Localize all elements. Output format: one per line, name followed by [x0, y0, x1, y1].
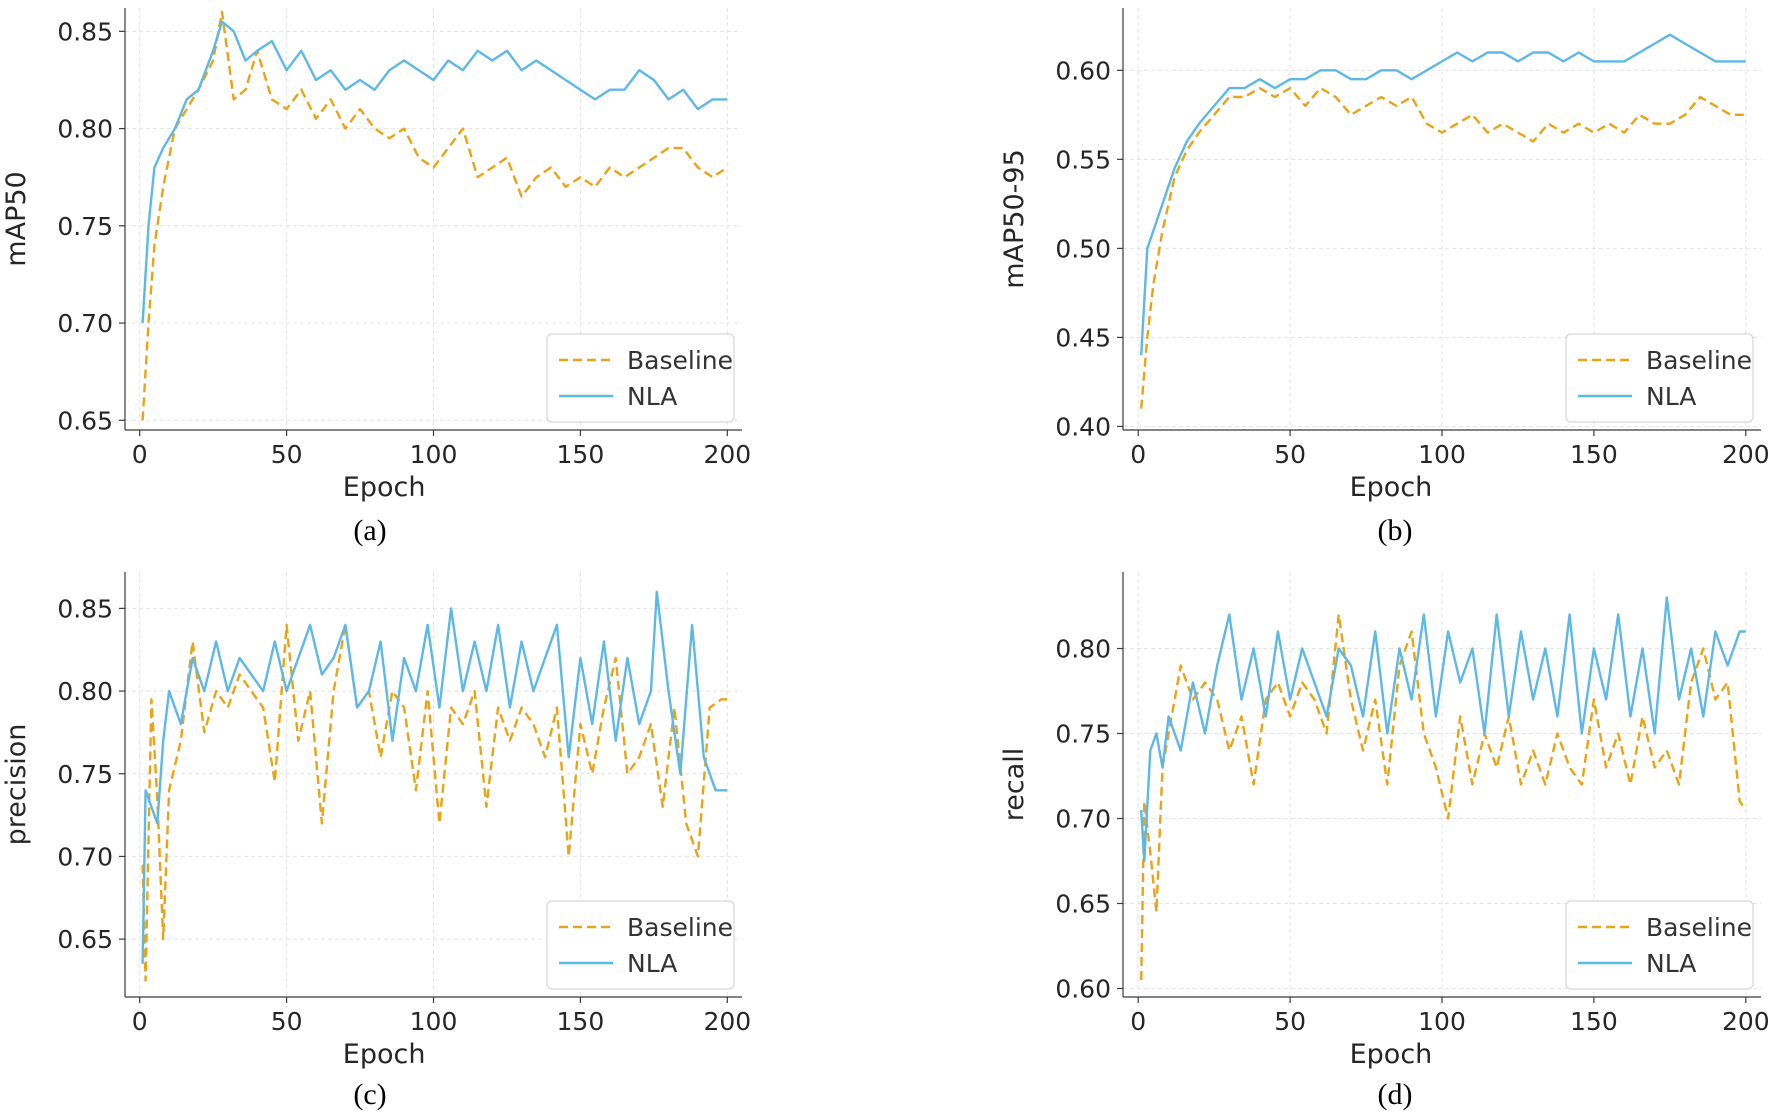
x-tick-label: 0 — [1130, 1007, 1146, 1036]
x-tick-label: 200 — [1722, 1007, 1770, 1036]
x-tick-label: 50 — [1274, 1007, 1306, 1036]
y-tick-label: 0.75 — [57, 760, 113, 789]
x-tick-label: 0 — [132, 440, 148, 469]
panel-a-mAP50: 0 50 100 150 200 0.65 0.70 0.75 0.80 0.85 Epoch mAP… — [1, 8, 751, 547]
x-tick-label: 200 — [703, 1007, 751, 1036]
panel-caption: (d) — [1378, 1078, 1413, 1111]
y-axis-label: mAP50 — [1, 171, 32, 266]
x-tick-label: 150 — [557, 440, 605, 469]
panel-caption: (b) — [1378, 514, 1413, 547]
legend: Baseline NLA — [546, 900, 735, 990]
legend: Baseline NLA — [1565, 900, 1754, 990]
y-tick-label: 0.80 — [57, 115, 113, 144]
x-axis-label: Epoch — [343, 1039, 426, 1070]
x-tick-label: 150 — [1570, 440, 1618, 469]
series-line-nla — [141, 590, 728, 964]
y-tick-label: 0.55 — [1055, 145, 1111, 174]
legend-box — [546, 900, 735, 990]
x-tick-label: 100 — [1418, 1007, 1466, 1036]
y-tick-label: 0.65 — [1055, 890, 1111, 919]
y-axis-label: recall — [999, 748, 1030, 822]
x-tick-label: 200 — [703, 440, 751, 469]
y-tick-label: 0.60 — [1055, 56, 1111, 85]
x-tick-label: 100 — [410, 440, 458, 469]
x-axis-label: Epoch — [1350, 1039, 1433, 1070]
x-tick-label: 50 — [271, 1007, 303, 1036]
x-tick-label: 100 — [410, 1007, 458, 1036]
panel-b-mAP50-95: 0 50 100 150 200 0.40 0.45 0.50 0.55 0.60 Epoch mAP… — [999, 8, 1770, 547]
legend-label-baseline: Baseline — [1646, 913, 1752, 942]
legend-box — [546, 333, 735, 423]
legend-label-baseline: Baseline — [627, 346, 733, 375]
series-line-nla — [1140, 596, 1746, 863]
y-tick-label: 0.75 — [1055, 720, 1111, 749]
x-tick-label: 200 — [1722, 440, 1770, 469]
y-tick-label: 0.70 — [57, 309, 113, 338]
y-tick-label: 0.85 — [57, 594, 113, 623]
y-tick-label: 0.70 — [1055, 805, 1111, 834]
series-line-nla — [141, 20, 728, 324]
panel-d-recall: 0 50 100 150 200 0.60 0.65 0.70 0.75 0.80 Epoch rec… — [999, 572, 1770, 1111]
y-tick-label: 0.70 — [57, 842, 113, 871]
y-tick-label: 0.50 — [1055, 234, 1111, 263]
y-tick-label: 0.75 — [57, 212, 113, 241]
y-tick-label: 0.85 — [57, 17, 113, 46]
x-tick-label: 50 — [1274, 440, 1306, 469]
x-tick-label: 0 — [132, 1007, 148, 1036]
panel-caption: (a) — [353, 514, 386, 547]
legend-label-baseline: Baseline — [627, 913, 733, 942]
y-tick-label: 0.65 — [57, 925, 113, 954]
legend-label-nla: NLA — [1646, 949, 1696, 978]
x-axis-label: Epoch — [1350, 472, 1433, 503]
x-tick-label: 100 — [1418, 440, 1466, 469]
y-tick-label: 0.65 — [57, 406, 113, 435]
panel-c-precision: 0 50 100 150 200 0.65 0.70 0.75 0.80 0.85 Epoch pre… — [1, 572, 751, 1111]
x-tick-label: 150 — [1570, 1007, 1618, 1036]
series-line-baseline — [141, 10, 728, 421]
series-line-baseline — [141, 623, 728, 982]
x-tick-label: 150 — [557, 1007, 605, 1036]
legend: Baseline NLA — [546, 333, 735, 423]
legend-label-nla: NLA — [1646, 382, 1696, 411]
y-tick-label: 0.40 — [1055, 412, 1111, 441]
legend-label-nla: NLA — [627, 382, 677, 411]
x-tick-label: 0 — [1130, 440, 1146, 469]
y-axis-label: mAP50-95 — [999, 149, 1030, 289]
y-tick-label: 0.45 — [1055, 323, 1111, 352]
legend-box — [1565, 900, 1754, 990]
y-axis-label: precision — [1, 724, 32, 846]
y-tick-label: 0.80 — [57, 677, 113, 706]
legend-label-baseline: Baseline — [1646, 346, 1752, 375]
x-tick-label: 50 — [271, 440, 303, 469]
series-line-baseline — [1140, 613, 1747, 981]
panel-caption: (c) — [353, 1078, 386, 1111]
legend-label-nla: NLA — [627, 949, 677, 978]
x-axis-label: Epoch — [343, 472, 426, 503]
legend: Baseline NLA — [1565, 333, 1754, 423]
legend-box — [1565, 333, 1754, 423]
y-tick-label: 0.60 — [1055, 975, 1111, 1004]
series-line-nla — [1140, 33, 1746, 356]
y-tick-label: 0.80 — [1055, 635, 1111, 664]
series-line-baseline — [1140, 86, 1746, 409]
